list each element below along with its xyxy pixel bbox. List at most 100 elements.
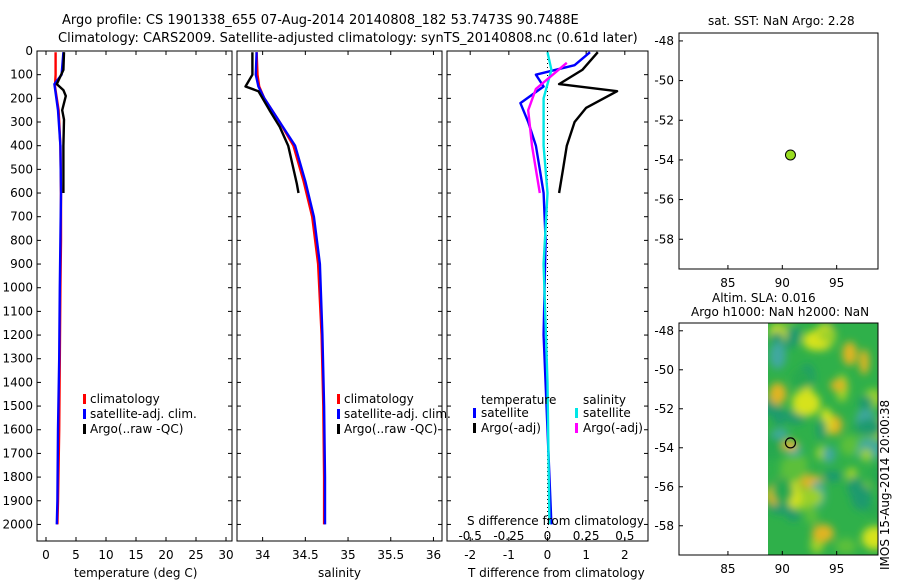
x2-tick-label: 0.25 bbox=[573, 529, 600, 543]
y-tick-label: 1800 bbox=[2, 470, 33, 484]
sla-blob bbox=[860, 448, 873, 462]
map-y-tick-label: -50 bbox=[654, 363, 674, 377]
map-x-tick-label: 85 bbox=[720, 276, 735, 290]
y-tick-label: 2000 bbox=[2, 517, 33, 531]
x-tick-label: 34 bbox=[255, 548, 270, 562]
series-line-2 bbox=[542, 51, 553, 525]
sla-blob bbox=[804, 507, 819, 524]
salinity-legend-climatology: climatology bbox=[344, 392, 414, 406]
sla-blob bbox=[769, 342, 786, 370]
temperature-legend-climatology: climatology bbox=[90, 392, 160, 406]
map-y-tick-label: -48 bbox=[654, 34, 674, 48]
x-tick-label: 10 bbox=[98, 548, 113, 562]
x-tick-label: 30 bbox=[218, 548, 233, 562]
y-tick-label: 1000 bbox=[2, 281, 33, 295]
map-y-tick-label: -50 bbox=[654, 74, 674, 88]
sla-blob bbox=[775, 323, 797, 329]
imos-timestamp: IMOS 15-Aug-2014 20:00:38 bbox=[878, 399, 892, 570]
legend-header-temperature: temperature bbox=[481, 393, 556, 407]
s-difference-label: S difference from climatology bbox=[467, 514, 644, 528]
salinity-xlabel: salinity bbox=[318, 566, 361, 580]
y-tick-label: 1400 bbox=[2, 375, 33, 389]
sla-blob bbox=[861, 526, 878, 550]
sla-blob bbox=[796, 455, 808, 477]
sla-blob bbox=[799, 487, 824, 507]
legend-swatch-temp-satellite bbox=[473, 408, 476, 418]
legend-swatch-sal-satellite bbox=[575, 408, 578, 418]
x-tick-label: 15 bbox=[128, 548, 143, 562]
sla-field bbox=[768, 323, 878, 555]
legend-sal-argo: Argo(-adj) bbox=[583, 421, 643, 435]
sla-map-title-2: Argo h1000: NaN h2000: NaN bbox=[691, 305, 869, 319]
legend-temp-satellite: satellite bbox=[481, 406, 529, 420]
x-tick-label: 36 bbox=[426, 548, 441, 562]
legend-temp-argo: Argo(-adj) bbox=[481, 421, 541, 435]
argo-position-marker bbox=[784, 149, 796, 161]
difference-panel: -2 -1 0 1 2 -0.5 -0.25 0 0.25 0.5 S difference f… bbox=[446, 50, 649, 580]
legend-swatch-argo bbox=[83, 424, 86, 434]
y-tick-label: 200 bbox=[10, 91, 33, 105]
y-tick-label: 800 bbox=[10, 233, 33, 247]
t-difference-label: T difference from climatology bbox=[467, 566, 645, 580]
y-tick-label: 0 bbox=[25, 44, 33, 58]
sst-map-title: sat. SST: NaN Argo: 2.28 bbox=[708, 14, 855, 28]
salinity-legend-argo: Argo(..raw -QC) bbox=[344, 422, 437, 436]
x-tick-label: 35 bbox=[340, 548, 355, 562]
temperature-legend-argo: Argo(..raw -QC) bbox=[90, 422, 183, 436]
sla-blob bbox=[840, 434, 860, 456]
legend-swatch-temp-argo bbox=[473, 423, 476, 433]
sla-blob bbox=[811, 524, 835, 543]
legend-swatch-climatology bbox=[337, 394, 340, 404]
sla-blob bbox=[858, 395, 873, 411]
x-tick-label: 35.5 bbox=[377, 548, 404, 562]
map-y-tick-label: -52 bbox=[654, 402, 674, 416]
temperature-axes-box bbox=[36, 50, 233, 542]
sla-blob bbox=[772, 408, 787, 426]
y-tick-label: 600 bbox=[10, 186, 33, 200]
sla-blob bbox=[835, 538, 857, 555]
salinity-legend: climatology satellite-adj. clim. Argo(..… bbox=[337, 392, 451, 436]
salinity-axes-box bbox=[236, 50, 443, 542]
legend-sal-satellite: satellite bbox=[583, 406, 631, 420]
sla-blob bbox=[768, 435, 783, 461]
y-tick-label: 1100 bbox=[2, 304, 33, 318]
y-tick-label: 700 bbox=[10, 210, 33, 224]
sla-blob bbox=[816, 418, 827, 440]
x-tick-label: 0 bbox=[42, 548, 50, 562]
map-y-tick-label: -56 bbox=[654, 193, 674, 207]
map-y-tick-label: -56 bbox=[654, 480, 674, 494]
map-x-tick-label: 95 bbox=[829, 276, 844, 290]
x-tick-label: 1 bbox=[582, 548, 590, 562]
series-line-0 bbox=[255, 52, 326, 525]
x-tick-label: -1 bbox=[503, 548, 515, 562]
x2-tick-label: 0.5 bbox=[615, 529, 634, 543]
map-y-tick-label: -52 bbox=[654, 113, 674, 127]
sla-blob bbox=[792, 369, 812, 390]
legend-swatch-satellite bbox=[337, 409, 340, 419]
sla-blob bbox=[823, 470, 842, 483]
temperature-legend: climatology satellite-adj. clim. Argo(..… bbox=[83, 392, 197, 436]
x2-tick-label: -0.5 bbox=[458, 529, 481, 543]
legend-swatch-sal-argo bbox=[575, 423, 578, 433]
map-y-tick-label: -48 bbox=[654, 324, 674, 338]
title-line-1: Argo profile: CS 1901338_655 07-Aug-2014… bbox=[62, 13, 579, 28]
sla-map-title-1: Altim. SLA: 0.016 bbox=[712, 291, 816, 305]
salinity-panel: 34 34.5 35 35.5 36 salinity climatology sate… bbox=[236, 50, 451, 580]
sla-blob bbox=[870, 464, 878, 487]
temperature-xlabel: temperature (deg C) bbox=[74, 566, 197, 580]
x-tick-label: 34.5 bbox=[292, 548, 319, 562]
y-tick-label: 1300 bbox=[2, 352, 33, 366]
series-line-2 bbox=[244, 52, 300, 194]
legend-swatch-satellite bbox=[83, 409, 86, 419]
y-tick-label: 1600 bbox=[2, 423, 33, 437]
x-tick-label: 20 bbox=[158, 548, 173, 562]
y-tick-label: 500 bbox=[10, 162, 33, 176]
x2-tick-label: -0.25 bbox=[493, 529, 524, 543]
sla-blob bbox=[768, 382, 787, 405]
map-y-tick-label: -58 bbox=[654, 519, 674, 533]
series-line-3 bbox=[527, 61, 568, 194]
sla-blob bbox=[792, 391, 821, 416]
x-tick-label: 0 bbox=[544, 548, 552, 562]
sla-blob bbox=[818, 328, 837, 342]
